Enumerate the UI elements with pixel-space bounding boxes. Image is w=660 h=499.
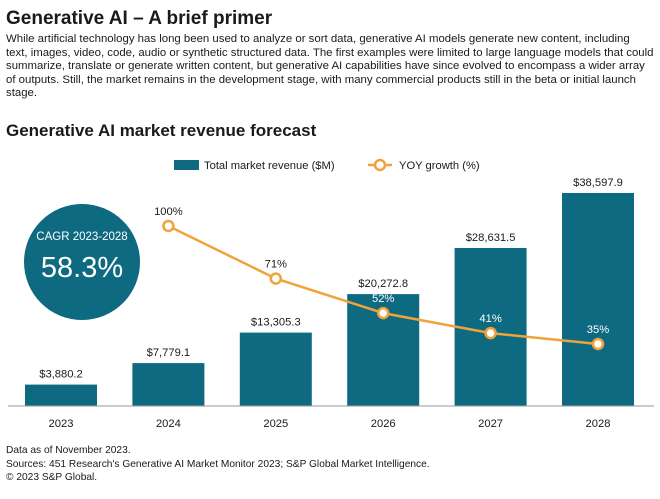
growth-point-2027 <box>484 326 497 340</box>
growth-label-2026: 52% <box>372 293 394 305</box>
chart-title: Generative AI market revenue forecast <box>6 121 317 140</box>
intro-paragraph: While artificial technology has long bee… <box>6 33 654 100</box>
bar-2024 <box>132 363 205 406</box>
bar-2028 <box>562 193 634 406</box>
legend-line-label: YOY growth (%) <box>399 160 480 172</box>
footnotes: Data as of November 2023. Sources: 451 R… <box>6 444 430 485</box>
legend-bar-swatch <box>174 160 199 170</box>
note-sources: Sources: 451 Research's Generative AI Ma… <box>6 458 430 470</box>
growth-label-2027: 41% <box>479 313 501 325</box>
bar-value-labels: $3,880.2 $7,779.1 $13,305.3 $20,272.8 $28,63… <box>39 177 623 381</box>
revenue-forecast-chart: Total market revenue ($M) YOY growth (%)… <box>8 158 654 430</box>
growth-label-2024: 100% <box>154 206 183 218</box>
bar-series <box>25 193 634 406</box>
bar-label-2028: $38,597.9 <box>573 177 623 189</box>
cagr-circle <box>24 204 140 320</box>
bar-label-2025: $13,305.3 <box>251 317 301 329</box>
bar-label-2023: $3,880.2 <box>39 369 83 381</box>
bar-2025 <box>239 332 312 406</box>
bar-label-2024: $7,779.1 <box>147 347 191 359</box>
growth-label-2025: 71% <box>265 259 287 271</box>
x-tick-2024: 2024 <box>156 418 181 430</box>
page-title: Generative AI – A brief primer <box>6 8 273 29</box>
cagr-label: CAGR 2023-2028 <box>36 231 127 243</box>
x-tick-2026: 2026 <box>371 418 396 430</box>
growth-point-2026 <box>376 306 390 320</box>
growth-point-2024 <box>162 219 175 233</box>
cagr-callout: CAGR 2023-2028 58.3% <box>24 204 140 320</box>
growth-point-2028 <box>591 337 605 351</box>
cagr-value: 58.3% <box>41 252 123 284</box>
growth-value-labels: 100% 71% 52% 41% 35% <box>154 206 609 336</box>
x-axis-tick-labels: 2023 2024 2025 2026 2027 2028 <box>49 418 611 430</box>
note-copyright: © 2023 S&P Global. <box>6 472 98 483</box>
bar-label-2026: $20,272.8 <box>358 278 408 290</box>
legend-line-marker <box>373 158 387 172</box>
bar-label-2027: $28,631.5 <box>466 232 516 244</box>
x-tick-2023: 2023 <box>49 418 74 430</box>
x-tick-2028: 2028 <box>586 418 611 430</box>
x-tick-2027: 2027 <box>478 418 503 430</box>
x-tick-2025: 2025 <box>263 418 288 430</box>
bar-2023 <box>25 384 97 406</box>
legend: Total market revenue ($M) YOY growth (%) <box>174 158 480 172</box>
note-data-date: Data as of November 2023. <box>6 445 131 456</box>
growth-label-2028: 35% <box>587 324 609 336</box>
growth-line-series <box>162 219 605 351</box>
legend-bar-label: Total market revenue ($M) <box>204 160 335 172</box>
growth-point-2025 <box>269 272 283 285</box>
